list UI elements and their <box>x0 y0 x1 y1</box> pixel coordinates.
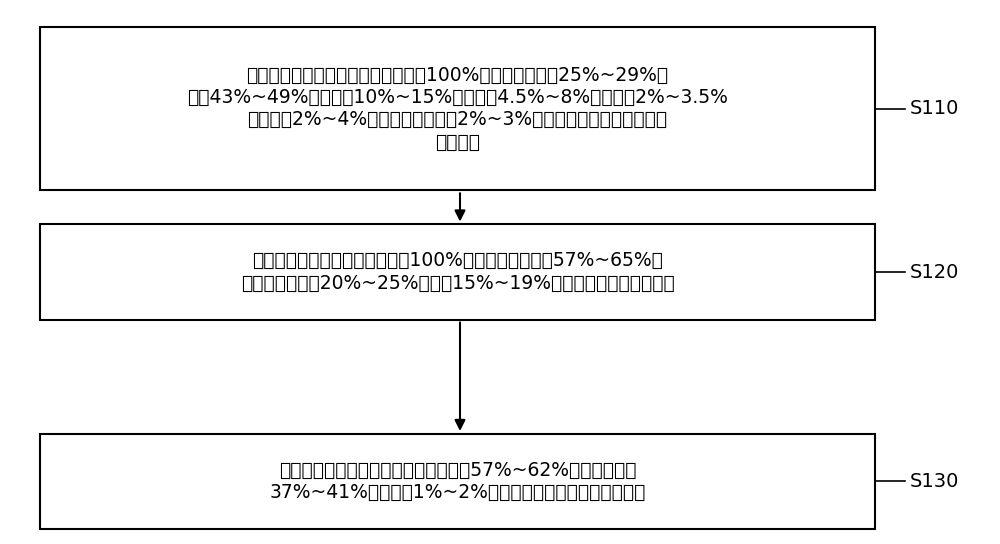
Text: 瓷粉体。: 瓷粉体。 <box>435 133 480 152</box>
Text: S110: S110 <box>910 100 959 118</box>
FancyBboxPatch shape <box>40 27 875 190</box>
Text: S130: S130 <box>910 472 959 491</box>
Text: 石英43%~49%、高岭土10%~15%、氧化铝4.5%~8%、白云石2%~3.5%: 石英43%~49%、高岭土10%~15%、氧化铝4.5%~8%、白云石2%~3.… <box>187 88 728 107</box>
Text: 以改性卫生陶瓷粉体的质量百分比为100%计，将陶瓷熔块25%~29%、: 以改性卫生陶瓷粉体的质量百分比为100%计，将陶瓷熔块25%~29%、 <box>246 66 669 85</box>
FancyBboxPatch shape <box>40 434 875 529</box>
FancyBboxPatch shape <box>40 225 875 320</box>
Text: 37%~41%及催化剂1%~2%混合球磨，制备卫生陶瓷材料。: 37%~41%及催化剂1%~2%混合球磨，制备卫生陶瓷材料。 <box>269 483 646 502</box>
Text: 按质量百分比计，将改性卫生陶瓷粉体57%~62%、有机硅凝胶: 按质量百分比计，将改性卫生陶瓷粉体57%~62%、有机硅凝胶 <box>279 461 636 480</box>
Text: 第二硅烷偶联剂20%~25%及溶剂15%~19%混合，制备有机硅凝胶。: 第二硅烷偶联剂20%~25%及溶剂15%~19%混合，制备有机硅凝胶。 <box>241 274 674 293</box>
Text: 以有机硅凝胶的总质量百分比为100%计，将有机硅氧烷57%~65%、: 以有机硅凝胶的总质量百分比为100%计，将有机硅氧烷57%~65%、 <box>252 251 663 270</box>
Text: S120: S120 <box>910 263 959 281</box>
Text: 、氧化锆2%~4%及第一硅烷偶联剂2%~3%混合球磨，制备改性卫生陶: 、氧化锆2%~4%及第一硅烷偶联剂2%~3%混合球磨，制备改性卫生陶 <box>247 110 668 129</box>
